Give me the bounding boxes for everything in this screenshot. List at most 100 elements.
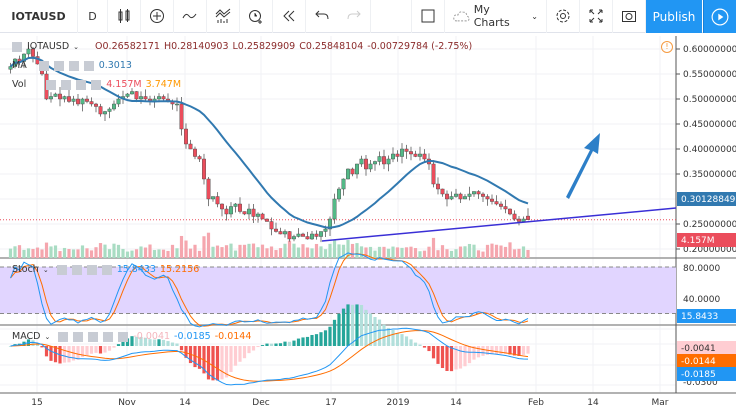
chart-canvas[interactable]: 0.60000000 0.55000000 0.50000000 0.45000000… [0,34,736,410]
candle-down [134,91,139,100]
chevron-down-icon[interactable]: ⌄ [42,265,49,274]
volume-bar [364,247,368,258]
volume-bar [490,243,494,258]
volume-bar [85,248,89,258]
undo-button[interactable] [306,0,338,33]
macd-hist-bar [467,346,472,364]
more-icon[interactable] [103,331,114,342]
stoch-tick-label: 80.0000 [683,264,720,274]
volume-bar [458,246,463,258]
volume-bar [44,242,49,258]
volume-bar [229,243,233,258]
volume-bar [355,243,359,258]
candle-up [256,213,260,217]
gear-icon[interactable] [53,60,64,71]
compare-wave-button[interactable] [174,0,207,33]
gear-icon[interactable] [73,331,84,342]
volume-bar [166,250,170,258]
candle-down [481,193,485,197]
candle-down [458,193,463,200]
eye-icon[interactable] [56,264,67,275]
volume-bar [125,251,130,258]
candle-up [355,163,359,175]
volume-bar [26,248,31,258]
play-button[interactable] [703,0,736,33]
chart-type-button[interactable] [108,0,141,33]
volume-bar [202,236,206,258]
volume-bars [8,232,530,258]
candle-up [310,233,314,240]
candle-down [184,128,188,145]
candle-up [332,198,337,220]
stoch-label[interactable]: Stoch [12,264,39,275]
volume-bar [391,246,395,258]
settings-button[interactable] [547,0,580,33]
macd-hist-bar [382,324,386,346]
macd-hist-bar [404,336,409,346]
candle-up [418,153,422,157]
eye-icon[interactable] [38,60,49,71]
fullscreen-button[interactable] [580,0,613,33]
volume-bar [350,243,355,258]
candle-down [161,96,166,100]
more-icon[interactable] [86,264,97,275]
legend-symbol[interactable]: IOTAUSD [27,41,70,52]
chevron-down-icon[interactable]: ⌄ [73,42,80,51]
macd-hist-bar [395,333,400,346]
price-tick-label: 0.55000000 [683,70,736,80]
warning-icon[interactable]: ! [661,41,673,53]
layout-button[interactable] [411,0,445,33]
fullscreen-icon [589,9,603,23]
close-icon[interactable] [91,79,102,90]
legend-change: -0.00729784 (-2.75%) [367,41,473,52]
volume-bar [427,246,431,258]
gear-icon[interactable] [61,79,72,90]
candle-down [499,203,503,207]
macd-hist-bar [494,346,499,355]
settings-gear-icon [556,9,570,23]
volume-bar [89,250,94,258]
publish-button[interactable]: Publish [646,0,702,33]
indicators-button[interactable] [207,0,240,33]
close-icon[interactable] [118,331,129,342]
volume-bar [305,247,310,258]
candle-down [445,193,449,200]
snapshot-button[interactable] [613,0,646,33]
macd-line-value: -0.0185 [174,331,211,342]
macd-label[interactable]: MACD [12,331,41,342]
my-charts-button[interactable]: My Charts ⌄ [445,0,547,33]
macd-hist-bar [512,346,517,356]
more-icon[interactable] [76,79,87,90]
interval-button[interactable]: D [78,0,108,33]
close-icon[interactable] [83,60,94,71]
replay-button[interactable] [273,0,306,33]
volume-bar [373,250,377,258]
volume-bar [188,248,193,258]
macd-hist-bar [440,346,445,369]
symbol-search-button[interactable]: IOTAUSD [0,0,78,33]
eye-icon[interactable] [58,331,69,342]
macd-hist-bar [328,326,332,346]
collapse-icon[interactable] [12,41,22,52]
volume-bar [251,243,256,258]
gear-icon[interactable] [71,264,82,275]
time-axis-label: Mar [652,398,669,408]
candle-down [269,221,274,230]
volume-bar [368,246,373,258]
compare-button[interactable] [141,0,174,33]
stoch-d-value: 15.2156 [159,264,200,275]
volume-bar [211,246,215,258]
time-axis-label: Feb [528,398,544,408]
volume-bar [319,246,323,258]
alert-button[interactable] [240,0,273,33]
macd-hist-bar [175,343,179,346]
cloud-icon [453,11,470,22]
chevron-down-icon[interactable]: ⌄ [44,332,51,341]
redo-button[interactable] [338,0,371,33]
more-icon[interactable] [68,60,79,71]
candle-up [233,203,238,207]
source-icon[interactable] [88,331,99,342]
volume-bar [94,247,98,258]
eye-icon[interactable] [46,79,57,90]
close-icon[interactable] [101,264,112,275]
